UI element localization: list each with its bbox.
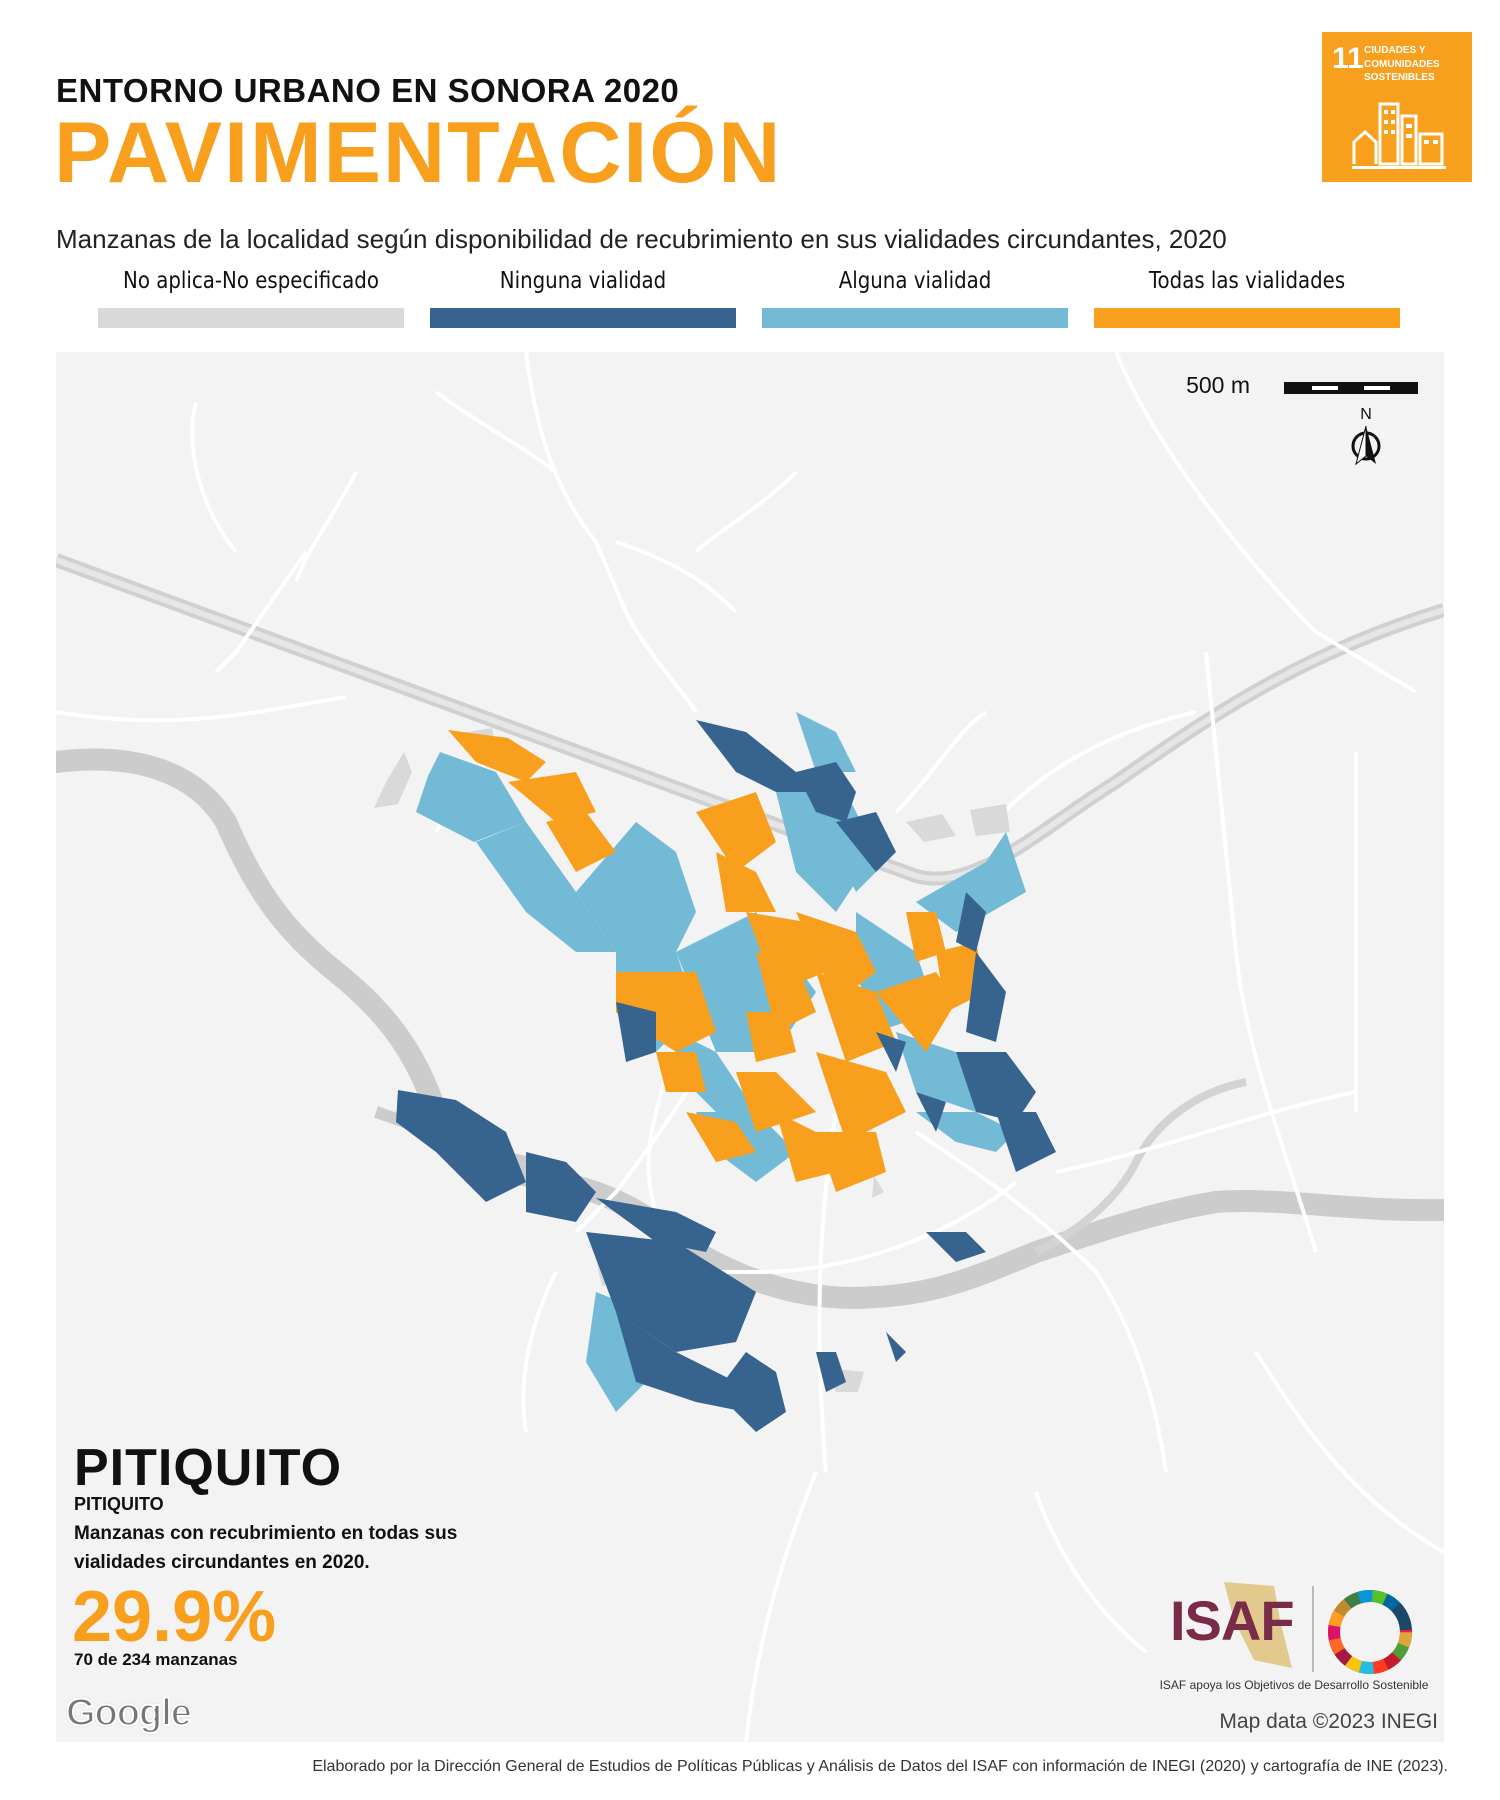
legend-label: No aplica-No especificado xyxy=(123,268,379,294)
legend-item-ninguna: Ninguna vialidad xyxy=(430,268,736,328)
isaf-logo: ISAF xyxy=(1170,1589,1295,1652)
north-arrow-icon: N xyxy=(1344,406,1388,468)
legend-swatch xyxy=(1094,308,1400,328)
north-label: N xyxy=(1360,406,1372,423)
locality-name: PITIQUITO xyxy=(74,1439,343,1497)
blocks-todas xyxy=(448,730,986,1192)
legend-item-todas: Todas las vialidades xyxy=(1094,268,1400,328)
road-network xyxy=(56,352,1444,1742)
blocks-ninguna xyxy=(396,720,1056,1432)
sdg-wheel-icon xyxy=(1328,1590,1412,1674)
sdg-number: 11 xyxy=(1332,42,1364,75)
legend-item-alguna: Alguna vialidad xyxy=(762,268,1068,328)
sdg-11-badge: 11 CIUDADES Y COMUNIDADES SOSTENIBLES xyxy=(1322,32,1472,182)
divider xyxy=(1312,1586,1314,1672)
locality-subtitle: PITIQUITO xyxy=(74,1494,164,1514)
legend-label: Todas las vialidades xyxy=(1148,268,1346,294)
river-branch xyxy=(1034,1078,1247,1256)
sdg-goal-text: CIUDADES Y COMUNIDADES SOSTENIBLES xyxy=(1364,45,1440,83)
sonora-map-icon xyxy=(1224,1582,1292,1668)
stat-description: Manzanas con recubrimiento en todas sus … xyxy=(74,1523,458,1573)
header-kicker: ENTORNO URBANO EN SONORA 2020 xyxy=(56,72,680,109)
legend-swatch xyxy=(430,308,736,328)
map-subtitle: Manzanas de la localidad según disponibi… xyxy=(56,224,1227,254)
legend-label: Ninguna vialidad xyxy=(499,268,667,294)
city-buildings-icon xyxy=(1352,102,1446,169)
legend-swatch xyxy=(98,308,404,328)
isaf-branding: ISAF ISAF apoy xyxy=(1154,1580,1434,1700)
google-logo: Google xyxy=(65,1691,193,1735)
legend-swatch xyxy=(762,308,1068,328)
map-canvas[interactable] xyxy=(56,352,1444,1742)
scale-bar xyxy=(1284,382,1418,394)
stat-count: 70 de 234 manzanas xyxy=(74,1650,238,1669)
scale-label: 500 m xyxy=(1186,372,1250,398)
footer-credit: Elaborado por la Dirección General de Es… xyxy=(312,1758,1448,1775)
map-credit: Map data ©2023 INEGI xyxy=(1219,1710,1438,1733)
stat-percentage: 29.9% xyxy=(72,1577,277,1657)
legend-item-no-aplica: No aplica-No especificado xyxy=(98,268,404,328)
map-panel[interactable]: 500 m N PITIQUITO PITIQUITO Manzanas con… xyxy=(56,352,1444,1742)
legend-label: Alguna vialidad xyxy=(838,268,992,294)
isaf-caption: ISAF apoya los Objetivos de Desarrollo S… xyxy=(1159,1678,1429,1692)
page-title: PAVIMENTACIÓN xyxy=(54,105,783,201)
